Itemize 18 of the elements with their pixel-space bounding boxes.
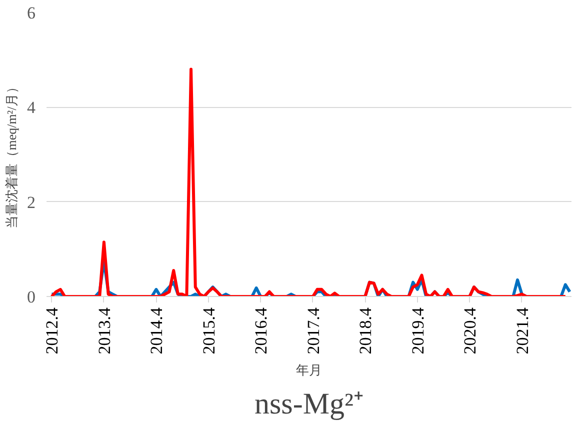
- x-tick-label: 2015.4: [199, 307, 218, 354]
- x-tick-label: 2020.4: [460, 307, 480, 354]
- y-tick-label: 6: [27, 4, 36, 22]
- line-series: [50, 68, 567, 296]
- x-axis-title: 年月: [296, 362, 322, 378]
- x-tick-label: 2018.4: [356, 307, 376, 354]
- x-tick-label: 2016.4: [252, 307, 271, 354]
- x-tick-label: 2014.4: [147, 307, 166, 354]
- y-tick-label: 0: [27, 288, 36, 306]
- y-tick-label: 4: [27, 98, 36, 118]
- x-tick-label: 2021.4: [512, 307, 532, 354]
- y-axis-title: 当量沈着量（meq/m²/月）: [4, 80, 19, 228]
- x-tick-label: 2019.4: [408, 307, 428, 354]
- x-tick-label: 2012.4: [42, 307, 62, 354]
- x-tick-label: 2013.4: [94, 307, 114, 354]
- text: nss-Mg²⁺: [254, 388, 364, 420]
- x-tick-label: 2017.4: [304, 307, 323, 354]
- y-tick-label: 2: [27, 192, 36, 212]
